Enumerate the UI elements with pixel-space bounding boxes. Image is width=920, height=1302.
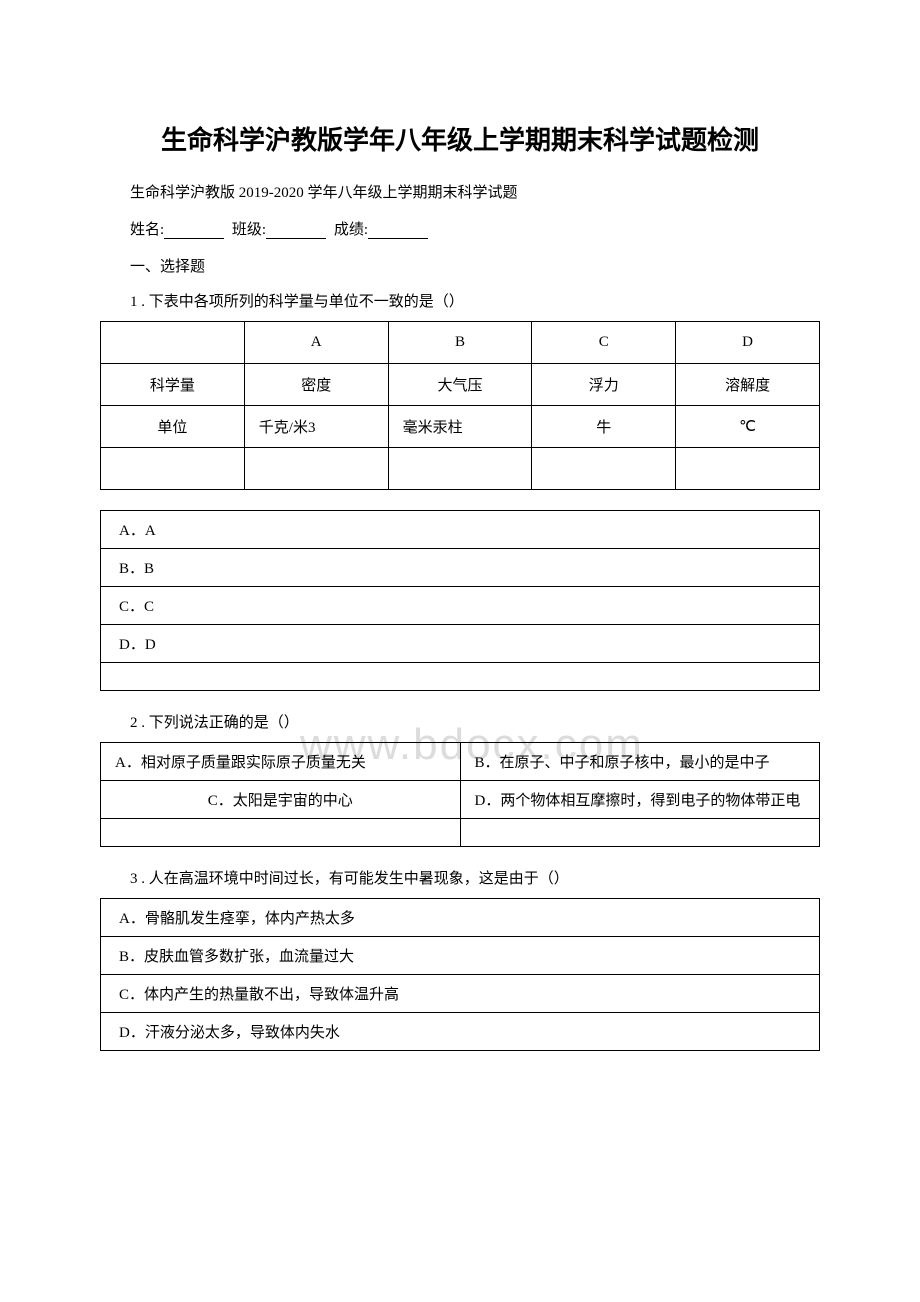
table-row: A．相对原子质量跟实际原子质量无关 B．在原子、中子和原子核中，最小的是中子	[101, 743, 820, 781]
table-row	[101, 663, 820, 691]
option-b: B．B	[101, 549, 820, 587]
table-row: A B C D	[101, 322, 820, 364]
table-row	[101, 819, 820, 847]
q3-stem: 3 . 人在高温环境中时间过长，有可能发生中暑现象，这是由于（）	[100, 867, 820, 888]
cell: 浮力	[532, 364, 676, 406]
section-heading: 一、选择题	[100, 255, 820, 276]
cell: 单位	[101, 406, 245, 448]
cell: 牛	[532, 406, 676, 448]
table-row: A．骨骼肌发生痉挛，体内产热太多	[101, 899, 820, 937]
q2-stem: 2 . 下列说法正确的是（）	[100, 711, 820, 732]
q1-stem: 1 . 下表中各项所列的科学量与单位不一致的是（）	[100, 290, 820, 311]
option-c: C．C	[101, 587, 820, 625]
q3-table: A．骨骼肌发生痉挛，体内产热太多 B．皮肤血管多数扩张，血流量过大 C．体内产生…	[100, 898, 820, 1051]
name-label: 姓名:	[130, 222, 164, 238]
option-a: A．骨骼肌发生痉挛，体内产热太多	[101, 899, 820, 937]
cell: B	[388, 322, 532, 364]
cell: ℃	[676, 406, 820, 448]
score-label: 成绩:	[334, 222, 368, 238]
cell: A	[244, 322, 388, 364]
table-row: 单位 千克/米3 毫米汞柱 牛 ℃	[101, 406, 820, 448]
table-row: A．A	[101, 511, 820, 549]
cell	[101, 322, 245, 364]
option-d: D．D	[101, 625, 820, 663]
option-d: D．汗液分泌太多，导致体内失水	[101, 1013, 820, 1051]
cell	[676, 448, 820, 490]
cell: 毫米汞柱	[388, 406, 532, 448]
table-row: B．皮肤血管多数扩张，血流量过大	[101, 937, 820, 975]
table-row	[101, 448, 820, 490]
document-root: www.bdocx.com 生命科学沪教版学年八年级上学期期末科学试题检测 生命…	[100, 120, 820, 1051]
option-c: C．太阳是宇宙的中心	[101, 781, 461, 819]
class-blank	[266, 223, 326, 239]
q2-table: A．相对原子质量跟实际原子质量无关 B．在原子、中子和原子核中，最小的是中子 C…	[100, 742, 820, 847]
q1-options-table: A．A B．B C．C D．D	[100, 510, 820, 691]
table-row: C．C	[101, 587, 820, 625]
table-row: C．太阳是宇宙的中心 D．两个物体相互摩擦时，得到电子的物体带正电	[101, 781, 820, 819]
cell	[244, 448, 388, 490]
cell	[388, 448, 532, 490]
table-row: D．汗液分泌太多，导致体内失水	[101, 1013, 820, 1051]
cell: 科学量	[101, 364, 245, 406]
subtitle: 生命科学沪教版 2019-2020 学年八年级上学期期末科学试题	[100, 181, 820, 202]
option-a: A．A	[101, 511, 820, 549]
table-row: C．体内产生的热量散不出，导致体温升高	[101, 975, 820, 1013]
cell: D	[676, 322, 820, 364]
page-title: 生命科学沪教版学年八年级上学期期末科学试题检测	[100, 120, 820, 157]
cell: C	[532, 322, 676, 364]
table-row: B．B	[101, 549, 820, 587]
cell	[101, 448, 245, 490]
cell: 大气压	[388, 364, 532, 406]
q1-table: A B C D 科学量 密度 大气压 浮力 溶解度 单位 千克/米3 毫米汞柱 …	[100, 321, 820, 490]
score-blank	[368, 223, 428, 239]
class-label: 班级:	[232, 222, 266, 238]
student-info-line: 姓名: 班级: 成绩:	[100, 218, 820, 239]
cell: 溶解度	[676, 364, 820, 406]
name-blank	[164, 223, 224, 239]
option-c: C．体内产生的热量散不出，导致体温升高	[101, 975, 820, 1013]
option-d: D．两个物体相互摩擦时，得到电子的物体带正电	[460, 781, 820, 819]
cell	[101, 663, 820, 691]
option-b: B．在原子、中子和原子核中，最小的是中子	[460, 743, 820, 781]
cell	[101, 819, 461, 847]
cell: 密度	[244, 364, 388, 406]
option-b: B．皮肤血管多数扩张，血流量过大	[101, 937, 820, 975]
cell	[532, 448, 676, 490]
table-row: 科学量 密度 大气压 浮力 溶解度	[101, 364, 820, 406]
option-a: A．相对原子质量跟实际原子质量无关	[101, 743, 461, 781]
cell: 千克/米3	[244, 406, 388, 448]
cell	[460, 819, 820, 847]
table-row: D．D	[101, 625, 820, 663]
